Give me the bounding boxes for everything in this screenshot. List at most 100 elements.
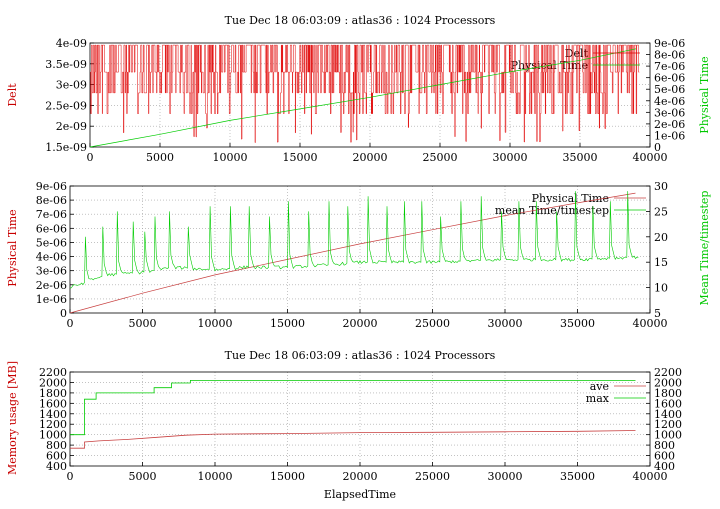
chart2-frame — [69, 185, 651, 314]
chart3-y2tick-label: 400 — [654, 460, 675, 473]
chart3-y2tick-label: 1000 — [654, 429, 682, 442]
chart1-ytick-label: 2e-09 — [56, 120, 87, 133]
chart2-y2tick-label: 15 — [654, 256, 668, 269]
chart1-y2tick-label: 4e-06 — [654, 95, 685, 108]
chart3-ytick-label: 1600 — [39, 397, 67, 410]
chart2-ytick-label: 7e-06 — [36, 208, 67, 221]
chart3-xtick-label: 40000 — [633, 470, 668, 483]
mean-time-series-line — [69, 191, 639, 289]
chart1-ytick-label: 3e-09 — [56, 79, 87, 92]
chart1-xtick-label: 20000 — [353, 151, 388, 164]
chart1-ylabel: Delt — [6, 83, 19, 107]
chart2-legend-phys: Physical Time — [532, 192, 609, 205]
chart1-title: Tue Dec 18 06:03:09 : atlas36 : 1024 Pro… — [225, 14, 496, 27]
chart1-ytick-label: 3.5e-09 — [45, 58, 87, 71]
chart1-xtick-label: 25000 — [423, 151, 458, 164]
chart2-ytick-label: 5e-06 — [36, 236, 67, 249]
chart1-ytick-label: 2.5e-09 — [45, 99, 87, 112]
chart1-xtick-label: 10000 — [213, 151, 248, 164]
chart3-y2tick-label: 600 — [654, 450, 675, 463]
chart3-xtick-label: 5000 — [129, 470, 157, 483]
chart1-y2tick-label: 3e-06 — [654, 106, 685, 119]
chart2-y2tick-label: 25 — [654, 205, 668, 218]
chart2-xtick-label: 30000 — [488, 317, 523, 330]
chart2-xtick-label: 15000 — [270, 317, 305, 330]
chart2-ytick-label: 1e-06 — [36, 293, 67, 306]
chart2-xtick-label: 20000 — [343, 317, 378, 330]
chart1-y2tick-label: 5e-06 — [654, 83, 685, 96]
chart3-ytick-label: 2000 — [39, 376, 67, 389]
chart3-y2tick-label: 1600 — [654, 397, 682, 410]
chart1-y2tick-label: 2e-06 — [654, 118, 685, 131]
chart3-y2tick-label: 1400 — [654, 408, 682, 421]
chart3-legend-max: max — [586, 392, 610, 405]
chart2-xtick-label: 5000 — [129, 317, 157, 330]
chart3-xtick-label: 35000 — [560, 470, 595, 483]
chart3-ytick-label: 400 — [46, 460, 67, 473]
chart3-xtick-label: 20000 — [343, 470, 378, 483]
chart3-y2tick-label: 800 — [654, 439, 675, 452]
chart3-frame — [69, 371, 651, 467]
chart1-xtick-label: 30000 — [493, 151, 528, 164]
chart2-ytick-label: 4e-06 — [36, 251, 67, 264]
chart3-y2tick-label: 1800 — [654, 387, 682, 400]
chart2-y2tick-label: 10 — [654, 282, 668, 295]
chart1-xtick-label: 5000 — [146, 151, 174, 164]
chart3-xtick-label: 30000 — [488, 470, 523, 483]
chart2-y2label: Mean Time/timestep — [698, 191, 711, 306]
chart1-xtick-label: 35000 — [563, 151, 598, 164]
physical-time-series-line — [69, 192, 636, 314]
delt-series-line — [90, 44, 640, 143]
memory-max-series-line — [70, 380, 636, 436]
chart1-y2tick-label: 6e-06 — [654, 72, 685, 85]
chart2-ytick-label: 3e-06 — [36, 265, 67, 278]
physical-time-series-line — [89, 48, 637, 148]
chart2-xtick-label: 40000 — [633, 317, 668, 330]
chart1-xtick-label: 15000 — [283, 151, 318, 164]
chart2-ytick-label: 2e-06 — [36, 279, 67, 292]
chart2-xtick-label: 25000 — [415, 317, 450, 330]
chart3-xtick-label: 10000 — [198, 470, 233, 483]
chart3-y2tick-label: 2200 — [654, 366, 682, 379]
chart3-xlabel: ElapsedTime — [324, 488, 396, 501]
chart3-ytick-label: 1400 — [39, 408, 67, 421]
memory-ave-series-line — [70, 430, 636, 449]
chart3-ylabel: Memory usage [MB] — [6, 361, 19, 475]
chart2-ytick-label: 8e-06 — [36, 194, 67, 207]
chart3-ytick-label: 1000 — [39, 429, 67, 442]
chart3-title: Tue Dec 18 06:03:09 : atlas36 : 1024 Pro… — [225, 349, 496, 362]
chart1-y2tick-label: 8e-06 — [654, 49, 685, 62]
chart3-ytick-label: 2200 — [39, 366, 67, 379]
chart3-ytick-label: 1200 — [39, 418, 67, 431]
chart2-ytick-label: 0 — [60, 307, 67, 320]
chart2-y2tick-label: 20 — [654, 231, 668, 244]
chart2-xtick-label: 0 — [67, 317, 74, 330]
chart1-y2tick-label: 9e-06 — [654, 37, 685, 50]
chart2-ytick-label: 9e-06 — [36, 180, 67, 193]
chart1-y2tick-label: 7e-06 — [654, 60, 685, 73]
chart3-xtick-label: 25000 — [415, 470, 450, 483]
chart1-xtick-label: 40000 — [633, 151, 668, 164]
chart2-y2tick-label: 30 — [654, 180, 668, 193]
chart1-y2label: Physical Time — [698, 56, 711, 133]
chart1-y2tick-label: 1e-06 — [654, 129, 685, 142]
chart3-y2tick-label: 1200 — [654, 418, 682, 431]
chart1-ytick-label: 1.5e-09 — [45, 141, 87, 154]
chart2-ytick-label: 6e-06 — [36, 222, 67, 235]
chart3-y2tick-label: 2000 — [654, 376, 682, 389]
chart1-frame — [89, 42, 651, 148]
chart2-xtick-label: 35000 — [560, 317, 595, 330]
chart3-legend-ave: ave — [590, 380, 609, 393]
chart2-ylabel: Physical Time — [6, 209, 19, 286]
chart1-y2tick-label: 0 — [654, 141, 661, 154]
chart1-xtick-label: 0 — [87, 151, 94, 164]
chart3-xtick-label: 0 — [67, 470, 74, 483]
chart1-ytick-label: 4e-09 — [56, 37, 87, 50]
chart2-legend-mean: mean Time/timestep — [495, 204, 609, 217]
chart2-y2tick-label: 5 — [654, 307, 661, 320]
chart3-xtick-label: 15000 — [270, 470, 305, 483]
chart3-ytick-label: 1800 — [39, 387, 67, 400]
chart3-ytick-label: 800 — [46, 439, 67, 452]
